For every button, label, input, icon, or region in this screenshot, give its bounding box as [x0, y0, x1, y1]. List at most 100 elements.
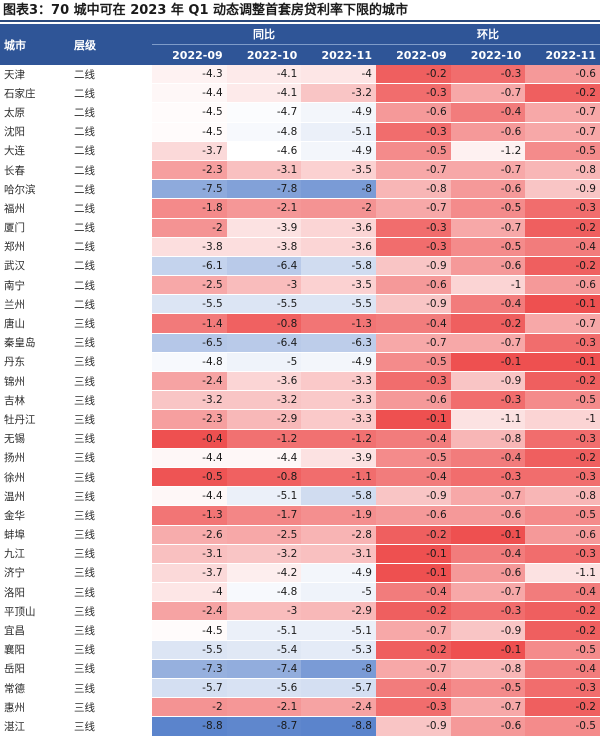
table-row: 长春 二线 -2.3 -3.1 -3.5 -0.7 -0.7 -0.8	[0, 160, 600, 181]
city-cell: 金华	[0, 505, 70, 526]
table-row: 厦门 二线 -2 -3.9 -3.6 -0.3 -0.7 -0.2	[0, 218, 600, 238]
yoy-cell: -1.3	[301, 313, 376, 334]
table-row: 洛阳 三线 -4 -4.8 -5 -0.4 -0.7 -0.4	[0, 582, 600, 603]
city-cell: 锦州	[0, 371, 70, 392]
mom-cell: -0.5	[525, 141, 600, 161]
yoy-cell: -4.4	[152, 486, 227, 507]
yoy-cell: -6.4	[226, 256, 302, 277]
yoy-cell: -7.8	[226, 179, 302, 200]
yoy-cell: -3.3	[301, 409, 376, 430]
city-cell: 洛阳	[0, 582, 70, 603]
yoy-cell: -2	[152, 218, 227, 238]
mom-cell: -0.3	[450, 467, 526, 488]
tier-cell: 三线	[70, 313, 152, 334]
mom-cell: -0.7	[525, 313, 600, 334]
city-cell: 丹东	[0, 352, 70, 373]
yoy-cell: -5.1	[301, 122, 376, 142]
yoy-cell: -4.9	[301, 141, 376, 161]
mom-cell: -0.2	[525, 256, 600, 277]
tier-cell: 三线	[70, 390, 152, 411]
yoy-cell: -2.1	[226, 198, 302, 219]
mom-cell: -0.6	[375, 505, 451, 526]
yoy-cell: -3.3	[301, 390, 376, 411]
mom-cell: -0.3	[450, 65, 526, 85]
tier-cell: 二线	[70, 198, 152, 219]
yoy-cell: -5.8	[301, 486, 376, 507]
mom-cell: -0.9	[525, 179, 600, 200]
mom-cell: -0.7	[375, 160, 451, 181]
city-cell: 厦门	[0, 218, 70, 238]
mom-cell: -0.1	[375, 409, 451, 430]
header-mom-group: 环比	[375, 24, 600, 45]
mom-cell: -0.8	[525, 160, 600, 181]
mom-cell: -0.8	[450, 429, 526, 449]
yoy-cell: -5.5	[226, 294, 302, 315]
yoy-cell: -4.9	[301, 563, 376, 584]
table-row: 宜昌 三线 -4.5 -5.1 -5.1 -0.7 -0.9 -0.2	[0, 620, 600, 641]
yoy-cell: -2.3	[152, 409, 227, 430]
city-cell: 太原	[0, 102, 70, 123]
yoy-cell: -2.4	[301, 697, 376, 718]
yoy-cell: -4	[152, 582, 227, 603]
tier-cell: 二线	[70, 65, 152, 85]
mom-cell: -0.4	[375, 582, 451, 603]
yoy-cell: -3	[226, 601, 302, 622]
mom-cell: -0.4	[450, 294, 526, 315]
yoy-cell: -5.5	[152, 640, 227, 660]
header-yoy-month: 2022-10	[226, 44, 302, 65]
tier-cell: 二线	[70, 83, 152, 104]
mom-cell: -0.5	[450, 198, 526, 219]
mom-cell: -0.9	[375, 294, 451, 315]
mom-cell: -0.5	[525, 716, 600, 737]
tier-cell: 三线	[70, 409, 152, 430]
yoy-cell: -5.1	[226, 620, 302, 641]
city-cell: 郑州	[0, 237, 70, 257]
yoy-cell: -3.9	[301, 448, 376, 468]
mom-cell: -0.2	[525, 371, 600, 392]
mom-cell: -0.7	[525, 102, 600, 123]
yoy-cell: -3	[226, 275, 302, 296]
table-row: 温州 三线 -4.4 -5.1 -5.8 -0.9 -0.7 -0.8	[0, 486, 600, 507]
mom-cell: -0.2	[525, 697, 600, 718]
mom-cell: -0.3	[450, 601, 526, 622]
yoy-cell: -4.5	[152, 102, 227, 123]
table-row: 惠州 三线 -2 -2.1 -2.4 -0.3 -0.7 -0.2	[0, 697, 600, 718]
tier-cell: 二线	[70, 141, 152, 161]
mom-cell: -0.7	[450, 160, 526, 181]
yoy-cell: -6.1	[152, 256, 227, 277]
city-cell: 武汉	[0, 256, 70, 277]
mom-cell: -0.5	[525, 505, 600, 526]
table-row: 天津 二线 -4.3 -4.1 -4 -0.2 -0.3 -0.6	[0, 65, 600, 85]
yoy-cell: -5.4	[226, 640, 302, 660]
mom-cell: -0.9	[450, 371, 526, 392]
yoy-cell: -1.8	[152, 198, 227, 219]
city-cell: 兰州	[0, 294, 70, 315]
mom-cell: -0.7	[525, 122, 600, 142]
mom-cell: -0.7	[375, 620, 451, 641]
tier-cell: 二线	[70, 256, 152, 277]
tier-cell: 二线	[70, 179, 152, 200]
tier-cell: 三线	[70, 659, 152, 680]
mom-cell: -0.7	[450, 697, 526, 718]
figure-title: 图表3：70 城中可在 2023 年 Q1 动态调整首套房贷利率下限的城市	[0, 0, 600, 22]
mom-cell: -1.1	[450, 409, 526, 430]
yoy-cell: -5.6	[226, 678, 302, 699]
table-row: 太原 二线 -4.5 -4.7 -4.9 -0.6 -0.4 -0.7	[0, 102, 600, 123]
yoy-cell: -5.1	[301, 620, 376, 641]
yoy-cell: -3.2	[301, 83, 376, 104]
yoy-cell: -4	[301, 65, 376, 85]
mom-cell: -0.1	[450, 640, 526, 660]
mom-cell: -0.5	[450, 237, 526, 257]
table-row: 锦州 三线 -2.4 -3.6 -3.3 -0.3 -0.9 -0.2	[0, 371, 600, 392]
tier-cell: 三线	[70, 486, 152, 507]
yoy-cell: -3.7	[152, 563, 227, 584]
mom-cell: -0.6	[525, 525, 600, 545]
yoy-cell: -3.1	[226, 160, 302, 181]
mom-cell: -0.3	[375, 697, 451, 718]
yoy-cell: -4.1	[226, 65, 302, 85]
table-row: 襄阳 三线 -5.5 -5.4 -5.3 -0.2 -0.1 -0.5	[0, 640, 600, 660]
mom-cell: -0.6	[525, 275, 600, 296]
tier-cell: 三线	[70, 467, 152, 488]
yoy-cell: -2.9	[226, 409, 302, 430]
yoy-cell: -4.7	[226, 102, 302, 123]
